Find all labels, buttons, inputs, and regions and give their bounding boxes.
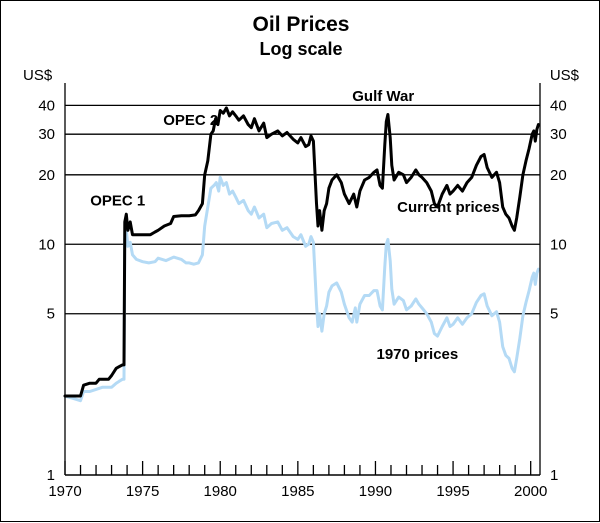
y-tick-label-right-10: 10 <box>550 236 567 253</box>
y-tick-label-right-40: 40 <box>550 97 567 114</box>
y-axis-label-left: US$ <box>23 67 53 84</box>
tick-labels: 1 1 5 5 10 10 20 20 30 30 40 40 1970 1975 1980 1985 1990… <box>38 97 566 500</box>
y-tick-label-left-1: 1 <box>47 467 55 484</box>
y-tick-label-left-30: 30 <box>38 126 55 143</box>
y-tick-label-right-1: 1 <box>550 467 558 484</box>
chart-title: Oil Prices <box>253 13 350 36</box>
x-tick-label-2000: 2000 <box>514 483 547 500</box>
annotation-1970-prices: 1970 prices <box>377 346 459 363</box>
annotation-opec-1: OPEC 1 <box>90 192 145 209</box>
gridlines <box>65 104 540 315</box>
x-tick-label-1975: 1975 <box>126 483 159 500</box>
y-tick-label-left-20: 20 <box>38 167 55 184</box>
annotation-current-prices: Current prices <box>397 199 500 216</box>
y-tick-label-left-40: 40 <box>38 97 55 114</box>
x-tick-label-1985: 1985 <box>281 483 314 500</box>
annotation-gulf-war: Gulf War <box>352 88 414 105</box>
series-line-1970-prices <box>63 175 540 403</box>
series-line-current-prices <box>63 106 540 398</box>
annotation-opec-2: OPEC 2 <box>163 112 218 129</box>
y-tick-label-right-5: 5 <box>550 306 558 323</box>
y-axis-label-right: US$ <box>550 67 580 84</box>
axes <box>64 83 541 476</box>
x-tick-label-1995: 1995 <box>436 483 469 500</box>
x-tick-label-1990: 1990 <box>359 483 392 500</box>
series-lines <box>63 106 540 403</box>
y-tick-label-right-20: 20 <box>550 167 567 184</box>
y-tick-label-left-5: 5 <box>47 306 55 323</box>
x-tick-label-1970: 1970 <box>48 483 81 500</box>
annotations: OPEC 1 OPEC 2 Gulf War Current prices 1970 p… <box>90 88 499 363</box>
y-tick-label-left-10: 10 <box>38 236 55 253</box>
y-tick-label-right-30: 30 <box>550 126 567 143</box>
x-tick-label-1980: 1980 <box>204 483 237 500</box>
chart-subtitle: Log scale <box>259 39 342 59</box>
